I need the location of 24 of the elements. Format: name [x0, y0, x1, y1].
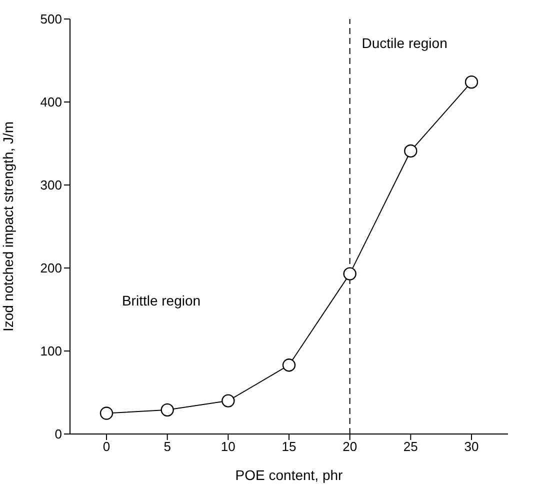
x-tick-label: 30: [464, 439, 479, 454]
y-tick-label: 100: [40, 344, 62, 359]
x-tick-label: 5: [164, 439, 171, 454]
point: [404, 144, 418, 158]
point: [343, 267, 356, 280]
point: [160, 403, 174, 417]
x-tick-label: 15: [282, 439, 296, 454]
point: [222, 394, 235, 408]
y-tick-label: 300: [40, 178, 62, 193]
x-axis-title: POE content, phr: [235, 467, 344, 483]
annotation: Ductile region: [362, 35, 448, 52]
point: [464, 75, 478, 89]
y-tick-label: 200: [40, 260, 62, 276]
point: [282, 358, 296, 372]
x-tick-label: 25: [403, 439, 418, 454]
y-tick-label: 400: [40, 94, 62, 110]
x-tick-label: 10: [220, 439, 236, 454]
x-tick-label: 0: [102, 439, 110, 454]
x-tick-label: 20: [342, 439, 358, 454]
annotation: Brittle region: [122, 292, 201, 308]
point: [100, 406, 114, 420]
y-tick-label: 500: [40, 12, 62, 27]
y-axis-title: Izod notched impact strength, J/m: [0, 121, 16, 332]
y-tick-label: 0: [54, 426, 62, 442]
